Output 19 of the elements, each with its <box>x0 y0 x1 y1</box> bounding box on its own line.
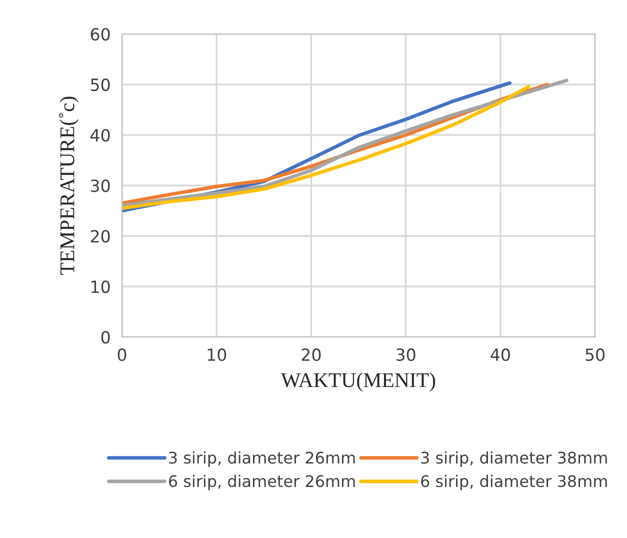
x-tick-label: 30 <box>396 348 416 362</box>
x-tick-label: 10 <box>208 348 226 362</box>
legend-label: 6 sirip, diameter 26mm <box>169 474 355 490</box>
y-tick-label: 30 <box>90 179 110 192</box>
y-tick-label: 50 <box>90 78 110 92</box>
y-tick-label: 60 <box>90 28 110 41</box>
x-tick-label: 20 <box>302 348 321 362</box>
y-tick-label: 40 <box>90 128 110 142</box>
legend-label: 3 sirip, diameter 26mm <box>169 451 355 467</box>
legend-label: 6 sirip, diameter 38mm <box>421 474 607 490</box>
x-tick-label: 40 <box>490 348 510 362</box>
y-tick-label: 0 <box>101 330 110 344</box>
x-axis-title: WAKTU(MENIT) <box>281 372 436 392</box>
y-tick-label: 10 <box>92 280 110 294</box>
x-tick-label: 0 <box>118 348 126 362</box>
legend-label: 3 sirip, diameter 38mm <box>421 451 607 467</box>
y-tick-label: 20 <box>90 230 110 243</box>
y-axis-title: TEMPERATURE(˚c) <box>59 96 79 275</box>
x-tick-label: 50 <box>586 348 604 362</box>
